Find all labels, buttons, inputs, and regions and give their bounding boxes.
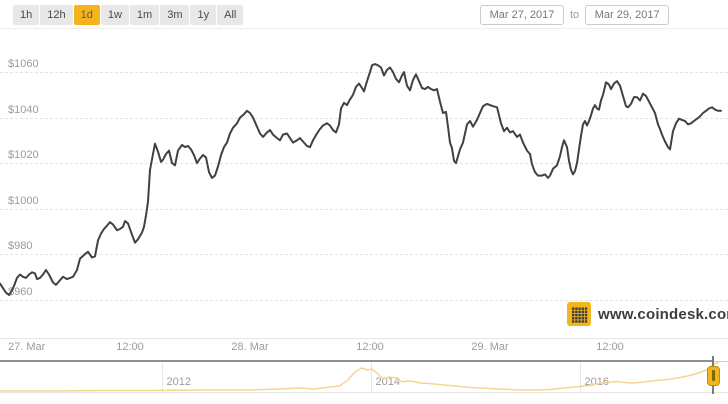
range-button-3m[interactable]: 3m [160, 5, 190, 25]
range-button-12h[interactable]: 12h [40, 5, 73, 25]
range-selector-toolbar: 1h 12h 1d 1w 1m 3m 1y All [13, 5, 244, 25]
date-range-picker: Mar 27, 2017 to Mar 29, 2017 [480, 5, 670, 25]
navigator-handle[interactable] [707, 366, 720, 386]
watermark-text: www.coindesk.com [598, 305, 728, 323]
range-button-1d[interactable]: 1d [73, 5, 100, 25]
header-divider [0, 28, 728, 29]
x-axis-label: 12:00 [116, 341, 144, 353]
coindesk-watermark-link[interactable]: www.coindesk.com [567, 302, 728, 326]
range-navigator[interactable] [0, 356, 728, 400]
navigator-outline-top-right [714, 361, 728, 362]
x-axis-label: 29. Mar [471, 341, 509, 353]
range-button-1m[interactable]: 1m [129, 5, 160, 25]
date-range-to-label: to [570, 9, 580, 21]
coindesk-logo-icon [567, 302, 591, 326]
navigator-outline-top [0, 360, 712, 362]
range-button-1h[interactable]: 1h [13, 5, 40, 25]
range-button-1y[interactable]: 1y [190, 5, 217, 25]
range-button-all[interactable]: All [217, 5, 244, 25]
range-button-1w[interactable]: 1w [100, 5, 129, 25]
navigator-outline-bottom [0, 392, 728, 393]
x-axis-label: 28. Mar [231, 341, 269, 353]
date-to-input[interactable]: Mar 29, 2017 [585, 5, 670, 25]
x-axis-label: 27. Mar [8, 341, 46, 353]
x-axis-label: 12:00 [596, 341, 624, 353]
x-axis-label: 12:00 [356, 341, 384, 353]
date-from-input[interactable]: Mar 27, 2017 [480, 5, 564, 25]
plot-area[interactable] [0, 30, 728, 338]
